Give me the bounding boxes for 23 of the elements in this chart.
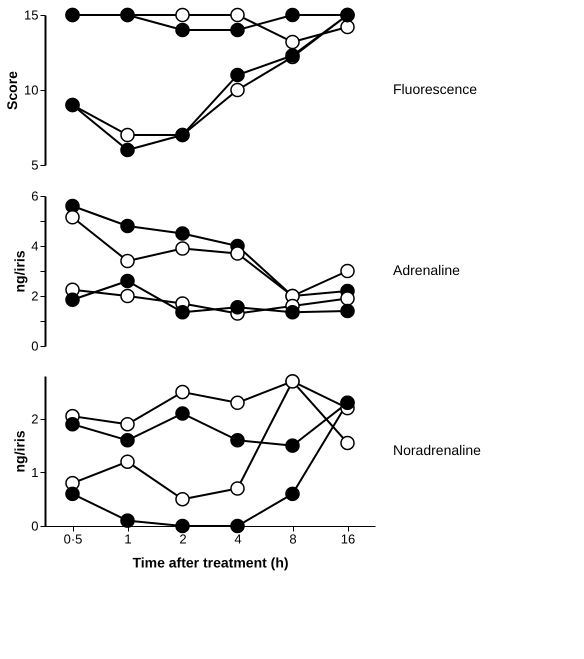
y-tick-label: 10 xyxy=(24,82,38,98)
x-axis-title: Time after treatment (h) xyxy=(132,554,289,570)
y-tick-label: 1 xyxy=(31,464,38,480)
y-axis-title: ng/iris xyxy=(11,430,28,473)
y-tick-label: 0 xyxy=(31,338,38,354)
x-tick-label: 1 xyxy=(124,532,132,546)
y-tick-label: 4 xyxy=(31,238,38,254)
text: Fluorescence xyxy=(393,81,478,97)
text: Adrenaline xyxy=(393,262,460,278)
y-tick-label: 0 xyxy=(31,518,38,534)
y-axis-title: Score xyxy=(4,70,20,110)
y-tick-label: 6 xyxy=(31,188,38,204)
y-tick-label: 15 xyxy=(24,8,38,22)
y-tick-label: 5 xyxy=(31,158,38,172)
y-axis-title: ng/iris xyxy=(11,250,28,293)
x-tick-label: 8 xyxy=(289,532,297,546)
text: Noradrenaline xyxy=(393,442,482,458)
x-tick-label: 16 xyxy=(340,532,356,546)
x-tick-label: 4 xyxy=(234,532,242,546)
y-tick-label: 2 xyxy=(31,288,38,304)
x-tick-label: 0·5 xyxy=(64,532,82,546)
x-tick-label: 2 xyxy=(179,532,187,546)
y-tick-label: 2 xyxy=(31,411,38,426)
